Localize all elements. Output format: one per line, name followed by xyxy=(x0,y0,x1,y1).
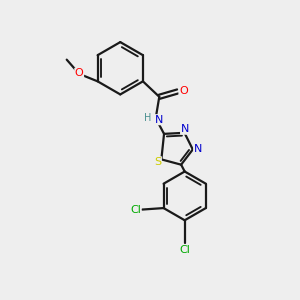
Text: Cl: Cl xyxy=(179,245,190,255)
Text: N: N xyxy=(194,144,202,154)
Text: N: N xyxy=(181,124,189,134)
Text: H: H xyxy=(144,112,151,123)
Text: N: N xyxy=(154,115,163,125)
Text: Cl: Cl xyxy=(130,205,141,214)
Text: S: S xyxy=(154,157,161,167)
Text: O: O xyxy=(179,86,188,96)
Text: O: O xyxy=(75,68,84,78)
